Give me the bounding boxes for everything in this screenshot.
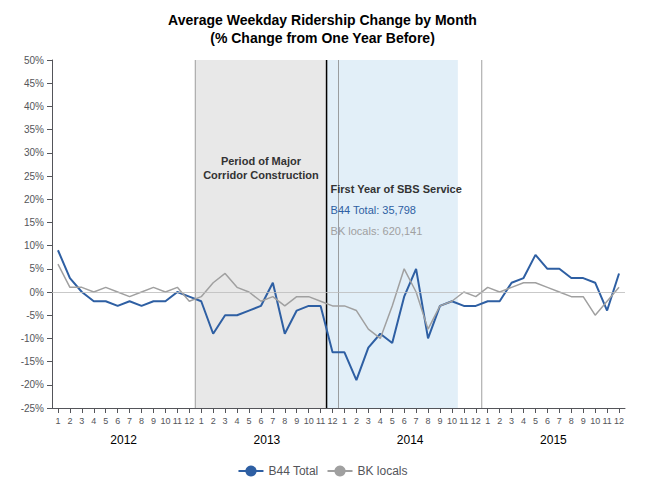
svg-text:12: 12 [184,416,194,426]
svg-text:30%: 30% [24,147,44,158]
svg-text:-5%: -5% [26,310,44,321]
svg-text:50%: 50% [24,55,44,66]
svg-text:2: 2 [354,416,359,426]
svg-text:4: 4 [521,416,526,426]
svg-text:10: 10 [304,416,314,426]
svg-text:5: 5 [533,416,538,426]
svg-text:2: 2 [211,416,216,426]
svg-text:9: 9 [437,416,442,426]
svg-text:10%: 10% [24,240,44,251]
svg-text:1: 1 [485,416,490,426]
svg-text:-20%: -20% [21,379,44,390]
svg-text:3: 3 [79,416,84,426]
svg-text:2014: 2014 [397,433,424,447]
svg-text:9: 9 [581,416,586,426]
svg-text:45%: 45% [24,78,44,89]
svg-text:2013: 2013 [254,433,281,447]
svg-text:1: 1 [199,416,204,426]
svg-text:First Year of SBS Service: First Year of SBS Service [331,183,462,195]
svg-text:7: 7 [557,416,562,426]
svg-text:4: 4 [91,416,96,426]
svg-text:7: 7 [414,416,419,426]
svg-text:BK locals: 620,141: BK locals: 620,141 [331,225,423,237]
svg-text:10: 10 [160,416,170,426]
svg-text:-10%: -10% [21,333,44,344]
svg-text:2012: 2012 [110,433,137,447]
svg-text:Corridor Construction: Corridor Construction [203,169,319,181]
svg-text:5%: 5% [30,263,45,274]
svg-text:8: 8 [139,416,144,426]
svg-text:8: 8 [569,416,574,426]
svg-text:Average Weekday Ridership Chan: Average Weekday Ridership Change by Mont… [168,12,477,28]
svg-text:8: 8 [426,416,431,426]
svg-text:8: 8 [282,416,287,426]
svg-text:5: 5 [390,416,395,426]
svg-text:-25%: -25% [21,403,44,414]
svg-text:25%: 25% [24,171,44,182]
svg-text:5: 5 [246,416,251,426]
svg-text:3: 3 [223,416,228,426]
svg-text:-15%: -15% [21,356,44,367]
svg-text:0%: 0% [30,287,45,298]
svg-text:1: 1 [55,416,60,426]
svg-text:3: 3 [366,416,371,426]
svg-text:2: 2 [67,416,72,426]
svg-text:Period of Major: Period of Major [221,155,302,167]
svg-text:7: 7 [270,416,275,426]
svg-text:B44 Total: B44 Total [268,464,318,478]
svg-text:20%: 20% [24,194,44,205]
svg-text:7: 7 [127,416,132,426]
svg-text:11: 11 [316,416,325,426]
svg-text:2: 2 [497,416,502,426]
svg-text:11: 11 [173,416,182,426]
svg-text:4: 4 [378,416,383,426]
svg-text:5: 5 [103,416,108,426]
svg-text:9: 9 [294,416,299,426]
svg-text:10: 10 [590,416,600,426]
svg-text:B44 Total: 35,798: B44 Total: 35,798 [331,204,416,216]
svg-text:12: 12 [471,416,481,426]
svg-text:11: 11 [602,416,611,426]
svg-text:BK locals: BK locals [358,464,408,478]
svg-text:6: 6 [258,416,263,426]
svg-text:1: 1 [342,416,347,426]
svg-text:6: 6 [402,416,407,426]
svg-text:9: 9 [151,416,156,426]
svg-text:6: 6 [115,416,120,426]
svg-text:3: 3 [509,416,514,426]
svg-text:6: 6 [545,416,550,426]
svg-text:(% Change from One Year Before: (% Change from One Year Before) [210,30,435,46]
svg-text:15%: 15% [24,217,44,228]
svg-text:35%: 35% [24,124,44,135]
svg-text:4: 4 [235,416,240,426]
svg-text:11: 11 [459,416,468,426]
svg-text:40%: 40% [24,101,44,112]
svg-text:10: 10 [447,416,457,426]
svg-text:12: 12 [328,416,338,426]
svg-text:12: 12 [614,416,624,426]
svg-text:2015: 2015 [540,433,567,447]
